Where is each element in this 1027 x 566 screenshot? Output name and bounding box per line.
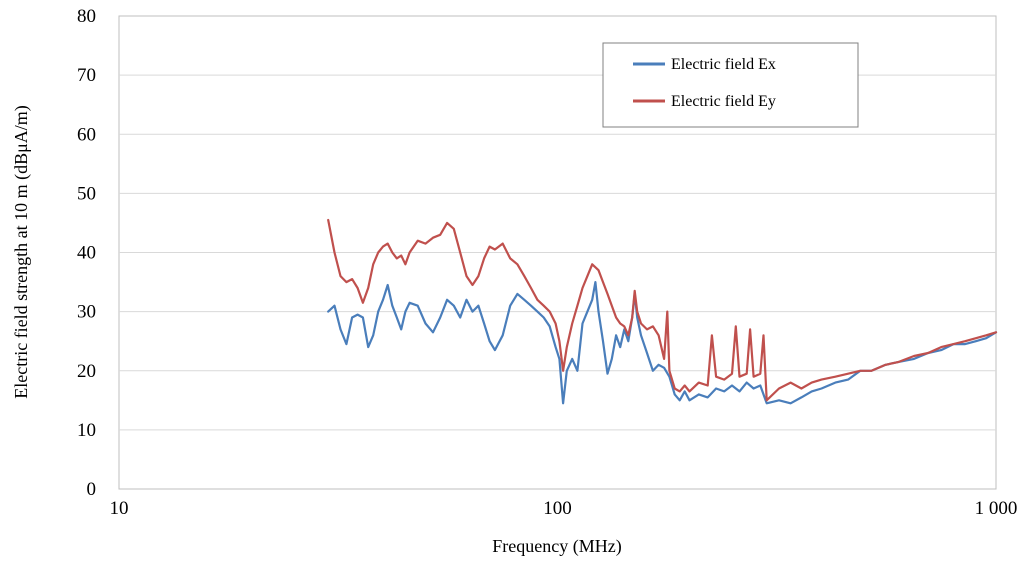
y-axis-title: Electric field strength at 10 m (dBμA/m)	[11, 105, 32, 399]
x-tick-label-10: 10	[110, 498, 129, 519]
x-tick-label-100: 100	[543, 498, 572, 519]
x-axis-title: Frequency (MHz)	[492, 536, 621, 557]
series-layer	[327, 218, 998, 405]
legend-label-ex: Electric field Ex	[671, 56, 776, 73]
y-tick-label-20: 20	[77, 361, 96, 382]
legend: Electric field Ex Electric field Ey	[602, 42, 859, 128]
y-tick-label-60: 60	[77, 124, 96, 145]
y-tick-label-30: 30	[77, 302, 96, 323]
legend-label-ey: Electric field Ey	[671, 93, 776, 110]
y-tick-label-50: 50	[77, 183, 96, 204]
x-axis: 10 100 1 000	[110, 498, 1018, 519]
y-tick-label-80: 80	[77, 6, 96, 27]
y-axis: 0 10 20 30 40 50 60 70 80	[77, 6, 96, 500]
y-tick-label-40: 40	[77, 243, 96, 264]
series-line-ex	[327, 281, 998, 405]
x-tick-label-1000: 1 000	[975, 498, 1018, 519]
y-tick-label-70: 70	[77, 65, 96, 86]
legend-box	[602, 42, 859, 128]
series-line-ey	[327, 218, 998, 402]
y-tick-label-0: 0	[87, 479, 97, 500]
y-tick-label-10: 10	[77, 420, 96, 441]
